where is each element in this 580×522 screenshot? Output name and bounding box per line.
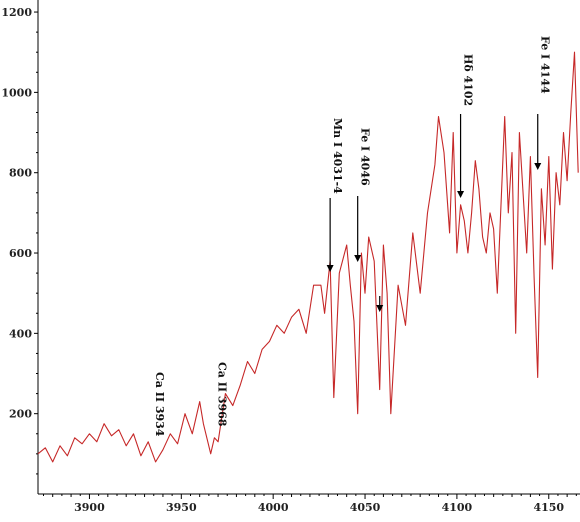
annotation-arrowhead [457, 191, 465, 198]
x-tick-label: 4000 [258, 501, 289, 514]
spectrum-line [37, 51, 579, 463]
annotation-arrowhead [326, 265, 334, 272]
x-tick-label: 3900 [74, 501, 105, 514]
y-axis: 200 400 600 800 1000 1200 [1, 0, 39, 494]
x-tick-label: 4100 [442, 501, 473, 514]
y-tick-label: 600 [9, 247, 32, 260]
annotation-label: Hδ 4102 [462, 54, 475, 106]
x-tick-label: 4150 [533, 501, 564, 514]
x-tick-label: 3950 [166, 501, 197, 514]
plot-area [37, 51, 579, 463]
annotation-arrowhead [354, 255, 362, 262]
y-tick-label: 1200 [1, 6, 32, 19]
x-axis: 3900 3950 4000 4050 4100 4150 [38, 493, 580, 514]
annotation-arrowhead [376, 305, 384, 312]
line-annotations: Ca II 3934 Ca II 3968 Mn I 4031-4 Fe I 4046… [153, 36, 552, 437]
annotation-label: Fe I 4144 [539, 36, 552, 94]
annotation-label: Fe I 4046 [359, 128, 372, 186]
annotation-label: Ca II 3934 [153, 372, 166, 437]
y-tick-label: 200 [9, 408, 32, 421]
annotation-label: Ca II 3968 [215, 362, 228, 427]
x-tick-label: 4050 [350, 501, 381, 514]
y-tick-label: 800 [9, 167, 32, 180]
y-tick-label: 1000 [1, 86, 32, 99]
annotation-label: Mn I 4031-4 [331, 118, 344, 194]
annotation-arrowhead [534, 163, 542, 170]
y-tick-label: 400 [9, 327, 32, 340]
